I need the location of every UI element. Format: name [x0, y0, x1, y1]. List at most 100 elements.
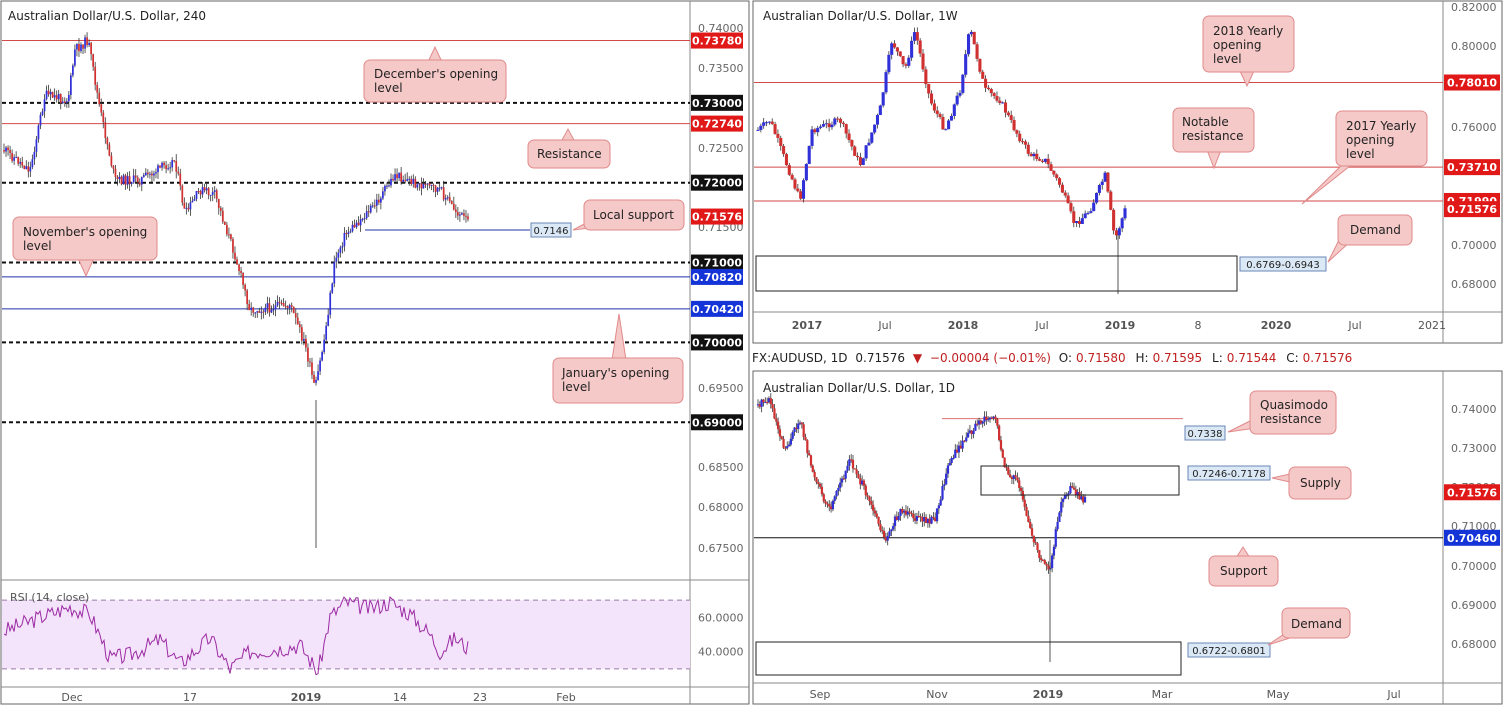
- quote-close-label: C:: [1286, 351, 1299, 365]
- candle-body: [858, 157, 862, 165]
- candle-body: [394, 174, 396, 181]
- candle-body: [240, 270, 242, 274]
- candle-body: [859, 478, 862, 485]
- candle-body: [941, 117, 945, 130]
- chart-panel-1w[interactable]: 0.82000 0.80000 0.76000 0.70000 0.68000 2017 J…: [752, 0, 1503, 344]
- candle-body: [159, 165, 161, 168]
- candle-body: [938, 114, 942, 118]
- candle-body: [126, 176, 129, 185]
- candle-body: [1005, 467, 1008, 469]
- candle-body: [1036, 543, 1039, 551]
- y-tick-label: 0.82000: [1451, 1, 1497, 14]
- candle-body: [935, 110, 939, 115]
- candle-body: [452, 203, 455, 210]
- candle-body: [924, 517, 928, 524]
- candle-body: [906, 511, 909, 515]
- price-tag-label: 0.71000: [692, 257, 742, 270]
- candle-body: [800, 422, 803, 425]
- candle-body: [873, 510, 877, 514]
- candle-body: [69, 75, 72, 95]
- candle-body: [5, 147, 7, 152]
- candle-body: [855, 469, 858, 475]
- candle-body: [970, 430, 973, 435]
- candle-body: [798, 422, 802, 424]
- candle-body: [961, 440, 964, 449]
- candle-body: [323, 339, 326, 352]
- candle-body: [807, 145, 811, 164]
- candle-body: [260, 311, 263, 313]
- candle-body: [1030, 528, 1034, 536]
- candle-body: [114, 168, 117, 177]
- candle-body: [53, 95, 56, 98]
- candle-body: [29, 167, 32, 172]
- candle-body: [189, 202, 192, 210]
- candle-body: [776, 133, 780, 138]
- candle-body: [949, 115, 954, 121]
- candle-body: [207, 188, 210, 196]
- candle-body: [986, 87, 990, 89]
- candle-body: [205, 188, 208, 191]
- candle-body: [977, 420, 981, 425]
- callout-text-novembers-1: November's opening: [23, 225, 147, 239]
- price-tag-label: 0.70420: [692, 303, 742, 316]
- candle-body: [998, 100, 1002, 104]
- candle-body: [454, 209, 457, 213]
- callout-demand-1w: Demand: [1327, 214, 1413, 263]
- rsi-line: [3, 596, 469, 676]
- candle-body: [55, 95, 58, 100]
- price-tag-label: 0.73780: [692, 35, 742, 48]
- candle-body: [86, 37, 88, 45]
- candle-body: [25, 166, 28, 169]
- candle-body: [57, 93, 60, 100]
- candle-body: [1032, 535, 1035, 543]
- candle-body: [793, 427, 796, 432]
- candle-body: [9, 150, 11, 154]
- candle-body: [793, 179, 797, 189]
- candle-body: [979, 420, 982, 424]
- candle-body: [838, 118, 843, 123]
- candle-body: [262, 311, 265, 313]
- candle-body: [1071, 486, 1074, 488]
- candle-body: [142, 175, 145, 178]
- candle-body: [851, 459, 855, 469]
- callout-januarys-opening: January's opening level: [552, 313, 684, 404]
- candle-body: [33, 151, 36, 160]
- candle-body: [130, 182, 133, 185]
- candle-body: [827, 123, 831, 128]
- candle-body: [1082, 496, 1085, 503]
- candle-body: [256, 311, 259, 313]
- candle-body: [848, 459, 851, 466]
- candle-body: [7, 147, 9, 151]
- candle-body: [59, 93, 62, 104]
- candle-body: [252, 307, 255, 313]
- candle-body: [856, 155, 860, 158]
- candle-body: [347, 232, 350, 235]
- quote-open: 0.71580: [1076, 351, 1126, 365]
- chart-panel-1d[interactable]: 0.740000.730000.720000.710000.700000.690…: [752, 370, 1503, 705]
- candle-body: [897, 515, 900, 521]
- candle-body: [1016, 477, 1019, 481]
- candle-body: [100, 104, 103, 113]
- candle-body: [901, 56, 905, 65]
- candle-body: [797, 423, 800, 430]
- candle-body: [918, 40, 922, 54]
- candle-body: [912, 514, 915, 519]
- candle-body: [1026, 144, 1030, 154]
- candle-body: [903, 510, 906, 513]
- candle-body: [836, 118, 840, 120]
- candle-body: [250, 307, 253, 310]
- candle-body: [893, 43, 897, 48]
- callout-text-resistance: Resistance: [537, 147, 602, 161]
- callout-demand-1d: Demand: [1267, 607, 1351, 646]
- candle-body: [810, 129, 814, 146]
- candle-body: [1055, 174, 1059, 179]
- candle-body: [282, 303, 285, 307]
- price-tag: [691, 32, 743, 49]
- chart-panel-240[interactable]: 60.0000 40.0000 0.74000 0.73500 0.72500 0.71…: [0, 0, 750, 705]
- price-tag-label: 0.70820: [692, 271, 742, 284]
- candle-body: [776, 421, 780, 430]
- candle-body: [818, 483, 822, 487]
- candle-body: [211, 191, 214, 195]
- candle-body: [766, 402, 769, 404]
- candle-body: [456, 212, 459, 216]
